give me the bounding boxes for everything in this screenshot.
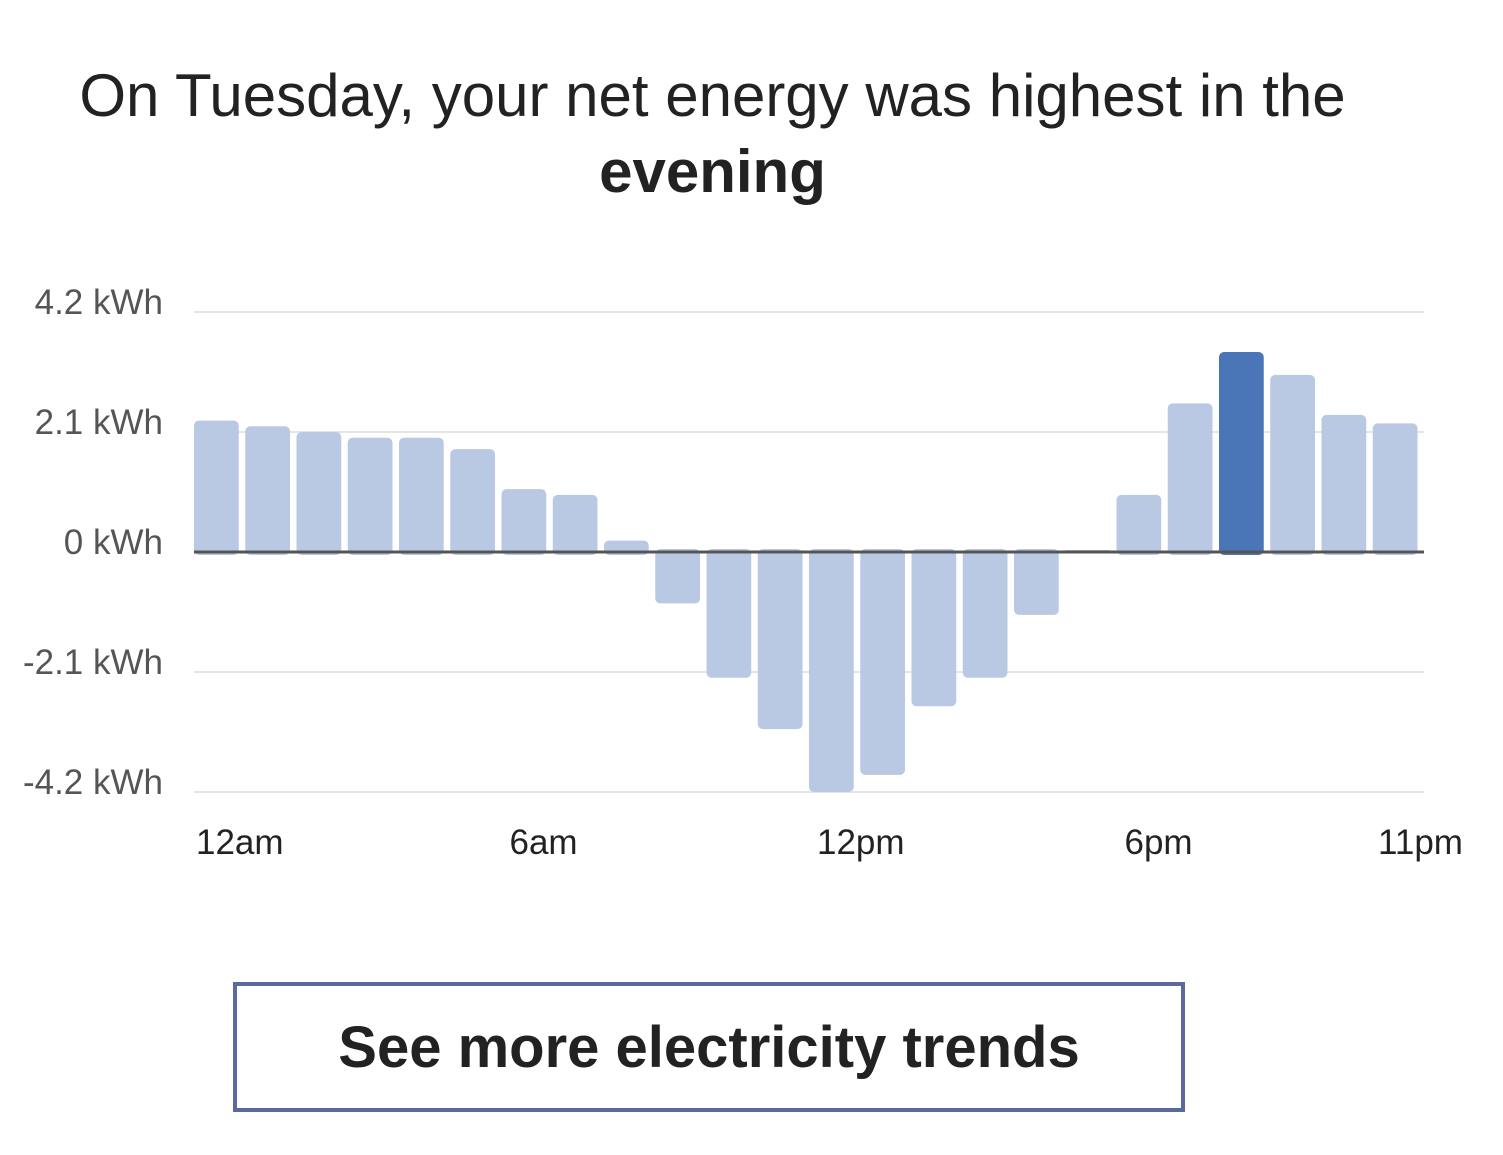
x-tick-label: 12pm (817, 823, 905, 862)
bar[interactable]: 7pm (1167, 403, 1213, 555)
x-tick-labels: 12am 6am 12pm 6pm 11pm (196, 823, 1463, 862)
y-tick-labels: 4.2 kWh 2.1 kWh 0 kWh -2.1 kWh -4.2 kWh (23, 283, 163, 802)
bar[interactable]: 9pm (1270, 374, 1315, 555)
bar[interactable]: 9am (655, 549, 700, 604)
headline-line-2: evening (599, 138, 826, 205)
bar[interactable]: 2am (296, 432, 342, 555)
bar[interactable]: 6pm (1116, 494, 1162, 555)
bar[interactable]: 4am (399, 437, 444, 555)
bar[interactable]: 12pm (809, 549, 854, 792)
bar[interactable]: 5am (450, 449, 495, 555)
headline-line-1: On Tuesday, your net energy was highest … (79, 62, 1346, 129)
bar[interactable]: 10pm (1321, 414, 1367, 555)
net-energy-bar-chart: 12am1am2am3am4am5am6am7am8am9am10am11am1… (23, 283, 1463, 862)
bar[interactable]: 1am (245, 426, 290, 555)
bar[interactable]: 11am (757, 549, 803, 730)
bar[interactable]: 3am (347, 437, 393, 555)
x-tick-label: 11pm (1378, 823, 1463, 862)
see-more-trends-button[interactable]: See more electricity trends (233, 982, 1185, 1112)
y-tick-label: -2.1 kWh (23, 643, 163, 682)
y-tick-label: 2.1 kWh (35, 403, 163, 442)
bar[interactable]: 11pm (1372, 423, 1418, 555)
bar[interactable]: 7am (552, 494, 598, 555)
x-tick-label: 12am (196, 823, 284, 862)
bar[interactable]: 6am (501, 489, 547, 555)
bar[interactable]: 4pm (1014, 549, 1059, 615)
bar[interactable]: 2pm (911, 549, 957, 707)
y-tick-label: 4.2 kWh (35, 283, 163, 322)
bar[interactable]: 1pm (860, 549, 905, 775)
x-tick-label: 6am (510, 823, 578, 862)
chart-headline: On Tuesday, your net energy was highest … (0, 58, 1425, 210)
bars: 12am1am2am3am4am5am6am7am8am9am10am11am1… (194, 352, 1418, 792)
bar[interactable]: 3pm (962, 549, 1008, 678)
y-tick-label: -4.2 kWh (23, 763, 163, 802)
x-tick-label: 6pm (1125, 823, 1193, 862)
y-tick-label: 0 kWh (64, 523, 163, 562)
bar[interactable]: 12am (194, 420, 239, 555)
bar-highlight[interactable]: 8pm (1219, 352, 1264, 555)
bar[interactable]: 10am (706, 549, 752, 678)
